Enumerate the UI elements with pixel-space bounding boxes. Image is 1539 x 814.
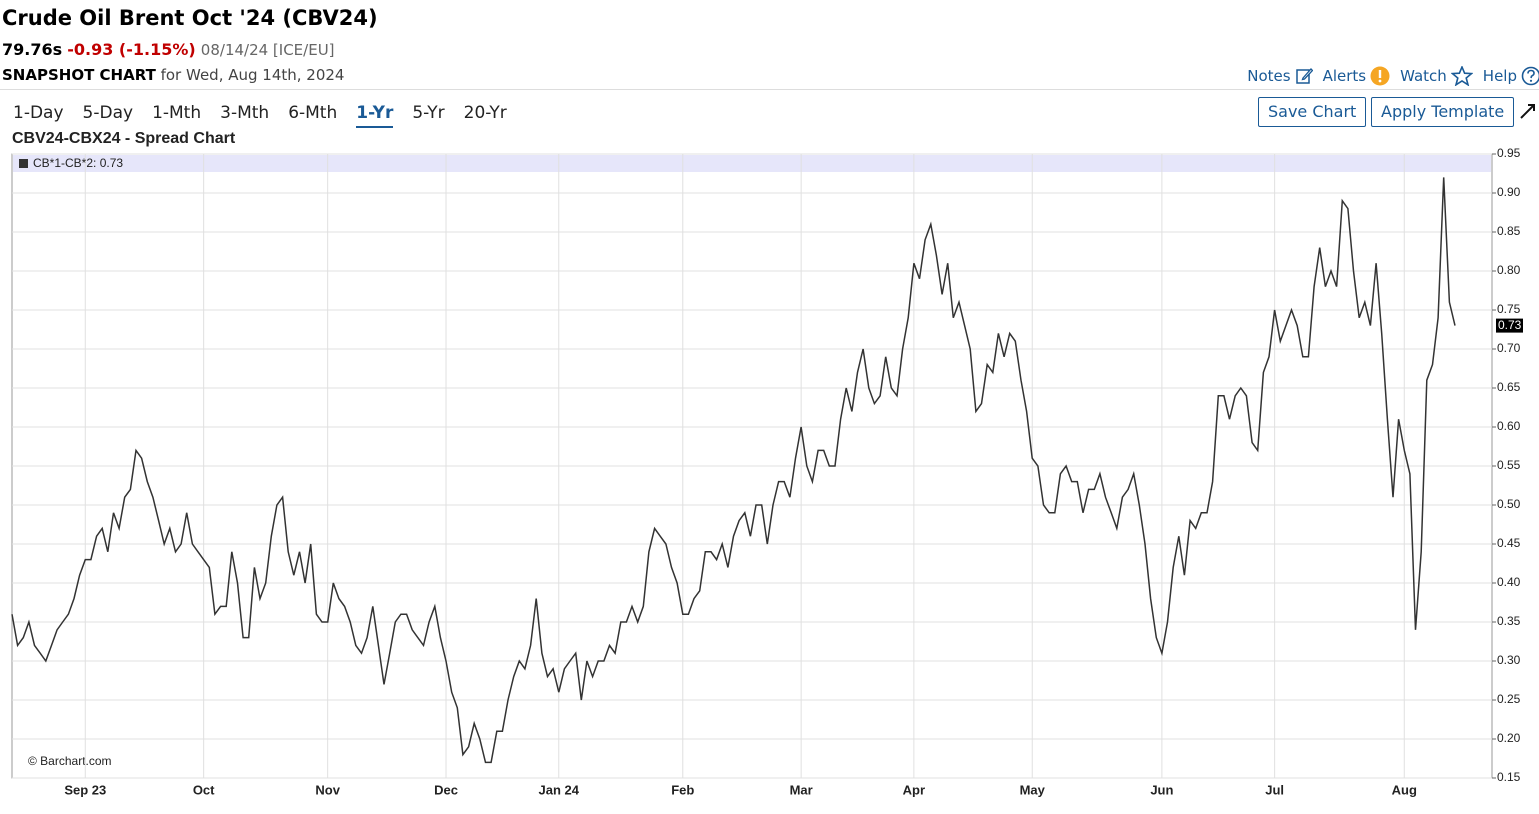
last-value-badge (1496, 318, 1523, 333)
link-text: Notes (1247, 67, 1291, 85)
help-icon (1521, 66, 1539, 86)
link-text: Watch (1400, 67, 1447, 85)
x-tick-label: Sep 23 (64, 782, 106, 797)
y-tick-label: 0.95 (1497, 146, 1521, 160)
y-tick-label: 0.75 (1497, 302, 1521, 316)
y-tick-label: 0.40 (1497, 575, 1521, 589)
quote-date: 08/14/24 [ICE/EU] (200, 41, 335, 59)
x-tick-label: Jan 24 (539, 782, 580, 797)
snapshot-line: SNAPSHOT CHART for Wed, Aug 14th, 2024 (2, 66, 344, 84)
plot-area (11, 153, 1493, 779)
period-tab[interactable]: 5-Yr (412, 103, 445, 123)
x-tick-label: Nov (315, 782, 340, 797)
notes-icon (1295, 68, 1313, 84)
y-tick-label: 0.25 (1497, 692, 1521, 706)
price: 79.76s (2, 40, 63, 59)
y-tick-label: 0.60 (1497, 419, 1521, 433)
last-value-label: 0.73 (1498, 318, 1522, 332)
snapshot-label: SNAPSHOT CHART (2, 66, 156, 84)
y-tick-label: 0.45 (1497, 536, 1521, 550)
notes-link[interactable]: Notes (1247, 66, 1313, 86)
x-tick-label: Aug (1392, 782, 1417, 797)
x-tick-label: Apr (903, 782, 925, 797)
help-link[interactable]: Help (1483, 66, 1539, 86)
legend-band (13, 155, 1491, 172)
y-tick-label: 0.50 (1497, 497, 1521, 511)
expand-icon[interactable] (1519, 102, 1537, 120)
alerts-icon (1370, 66, 1390, 86)
y-tick-label: 0.55 (1497, 458, 1521, 472)
period-tab[interactable]: 1-Yr (356, 103, 394, 128)
legend-swatch (19, 159, 28, 168)
y-tick-label: 0.30 (1497, 653, 1521, 667)
x-tick-label: Feb (671, 782, 694, 797)
watermark: © Barchart.com (28, 754, 112, 768)
x-tick-label: Dec (434, 782, 458, 797)
chart-title: CBV24-CBX24 - Spread Chart (12, 130, 236, 147)
divider (0, 89, 1539, 90)
legend-label: CB*1-CB*2: 0.73 (33, 156, 123, 170)
period-tab[interactable]: 1-Day (13, 103, 64, 123)
period-tab[interactable]: 5-Day (82, 103, 134, 123)
watch-link[interactable]: Watch (1400, 66, 1473, 86)
quote-line: 79.76s -0.93 (-1.15%) 08/14/24 [ICE/EU] (2, 40, 335, 59)
y-tick-label: 0.80 (1497, 263, 1521, 277)
x-tick-label: May (1020, 782, 1046, 797)
y-tick-label: 0.70 (1497, 341, 1521, 355)
x-tick-label: Jun (1150, 782, 1173, 797)
snapshot-date: for Wed, Aug 14th, 2024 (160, 66, 345, 84)
period-tab[interactable]: 3-Mth (220, 103, 270, 123)
watch-icon (1450, 66, 1473, 86)
y-tick-label: 0.35 (1497, 614, 1521, 628)
y-tick-label: 0.15 (1497, 770, 1521, 784)
x-tick-label: Oct (193, 782, 215, 797)
save-chart-button[interactable]: Save Chart (1258, 97, 1367, 127)
link-text: Help (1482, 67, 1517, 85)
y-tick-label: 0.65 (1497, 380, 1521, 394)
x-tick-label: Jul (1265, 782, 1284, 797)
y-tick-label: 0.85 (1497, 224, 1521, 238)
x-tick-label: Mar (790, 782, 813, 797)
link-text: Alerts (1322, 67, 1367, 85)
apply-template-button[interactable]: Apply Template (1371, 97, 1515, 127)
period-tab[interactable]: 20-Yr (463, 103, 507, 123)
series-line (11, 177, 1456, 764)
y-tick-label: 0.20 (1497, 731, 1521, 745)
price-change: -0.93 (-1.15%) (67, 40, 196, 59)
top-links: Notes Alerts Watch Help (1247, 66, 1539, 86)
period-tab[interactable]: 6-Mth (288, 103, 338, 123)
y-tick-label: 0.90 (1497, 185, 1521, 199)
instrument-title: Crude Oil Brent Oct '24 (CBV24) (2, 6, 378, 30)
alerts-link[interactable]: Alerts (1323, 66, 1391, 86)
period-tab[interactable]: 1-Mth (152, 103, 202, 123)
period-selector: 1-Day 5-Day 1-Mth 3-Mth 6-Mth 1-Yr 5-Yr … (13, 103, 507, 128)
